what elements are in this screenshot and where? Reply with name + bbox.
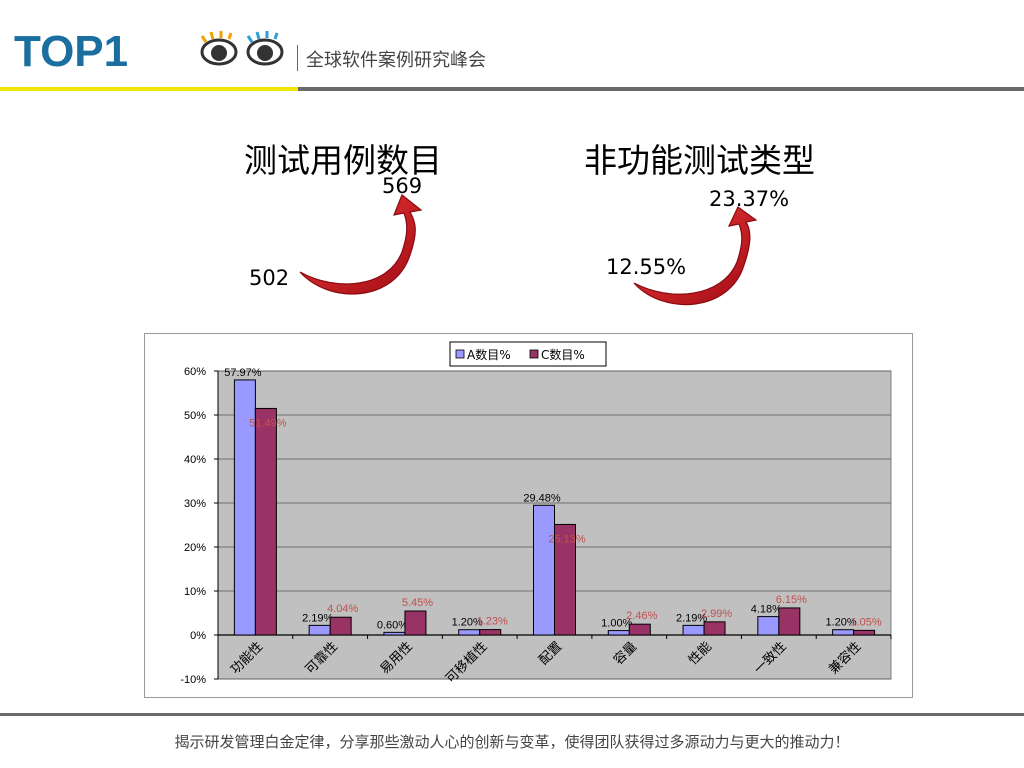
chart-frame: 60% 50% 40% 30% 20% 10% 0% -10% 57.97% 51.49% 功能性 2… (144, 333, 913, 698)
bar-a (458, 629, 481, 636)
bar-a (308, 624, 331, 636)
y-tick-label: 10% (184, 586, 206, 598)
data-label-c: 5.45% (402, 597, 433, 609)
bar-c (404, 610, 427, 636)
legend-label: A数目% (467, 347, 511, 362)
y-tick-label: -10% (180, 674, 206, 686)
data-label-c: 2.46% (626, 610, 657, 622)
legend-swatch (455, 349, 465, 359)
data-label-c: 1.23% (477, 616, 508, 628)
bar-c (329, 616, 352, 636)
bar-a (383, 631, 406, 636)
bar-c (853, 629, 876, 636)
data-label-c: 51.49% (249, 417, 287, 429)
curved-up-arrow-icon (633, 206, 758, 306)
curved-up-arrow-icon (299, 194, 423, 295)
header-subtitle: 全球软件案例研究峰会 (306, 50, 486, 71)
data-label-a: 1.00% (601, 618, 632, 630)
bar-c (628, 623, 651, 636)
bar-a (682, 624, 705, 636)
legend-label: C数目% (541, 347, 585, 362)
header-rule-yellow (0, 87, 298, 91)
test-case-count-title: 测试用例数目 (244, 141, 442, 180)
bar-c (254, 407, 277, 636)
logo-separator (297, 45, 298, 71)
bar-a (757, 616, 780, 636)
bar-chart: 60%50%40%30%20%10%0%-10%57.97%51.49%功能性2… (180, 341, 892, 687)
y-tick-label: 60% (184, 366, 206, 378)
y-tick-label: 40% (184, 454, 206, 466)
data-label-c: 1.05% (851, 616, 882, 628)
footer-slogan: 揭示研发管理白金定律，分享那些激动人心的创新与变革，使得团队获得过多源动力与更大… (174, 733, 850, 751)
non-functional-type-title: 非功能测试类型 (584, 141, 815, 180)
data-label-a: 4.18% (751, 604, 782, 616)
data-label-a: 57.97% (224, 367, 262, 379)
top1-logo: TOP1 (14, 27, 284, 76)
bar-c (554, 523, 576, 636)
data-label-a: 1.20% (452, 617, 483, 629)
test-case-count-after: 569 (382, 174, 423, 198)
data-label-c: 4.04% (327, 603, 358, 615)
legend-swatch (529, 349, 539, 359)
non-functional-before: 12.55% (606, 255, 687, 279)
data-label-c: 2.99% (701, 608, 732, 620)
data-label-a: 0.60% (377, 619, 408, 631)
legend-box (449, 341, 607, 367)
data-label-a: 1.20% (826, 617, 857, 629)
data-label-a: 2.19% (302, 612, 333, 624)
bar-a (607, 630, 630, 636)
y-tick-label: 0% (190, 630, 206, 642)
footer-rule (0, 713, 1024, 716)
bar-c (778, 607, 801, 636)
growth-arrows (299, 194, 758, 306)
y-tick-label: 20% (184, 542, 206, 554)
bar-c (703, 621, 726, 636)
data-label-c: 6.15% (776, 594, 807, 606)
non-functional-after: 23.37% (709, 187, 790, 211)
test-case-count-before: 502 (249, 266, 290, 290)
y-tick-label: 30% (184, 498, 206, 510)
data-label-a: 29.48% (523, 492, 561, 504)
bar-a (832, 629, 855, 636)
data-label-a: 2.19% (676, 612, 707, 624)
data-label-c: 25.13% (548, 533, 586, 545)
bar-c (479, 629, 502, 636)
eye-decoration-icon (200, 31, 284, 66)
logo-text: TOP1 (14, 27, 128, 76)
bar-a (533, 504, 555, 636)
header-rule-gray (298, 87, 1024, 91)
y-tick-label: 50% (184, 410, 206, 422)
